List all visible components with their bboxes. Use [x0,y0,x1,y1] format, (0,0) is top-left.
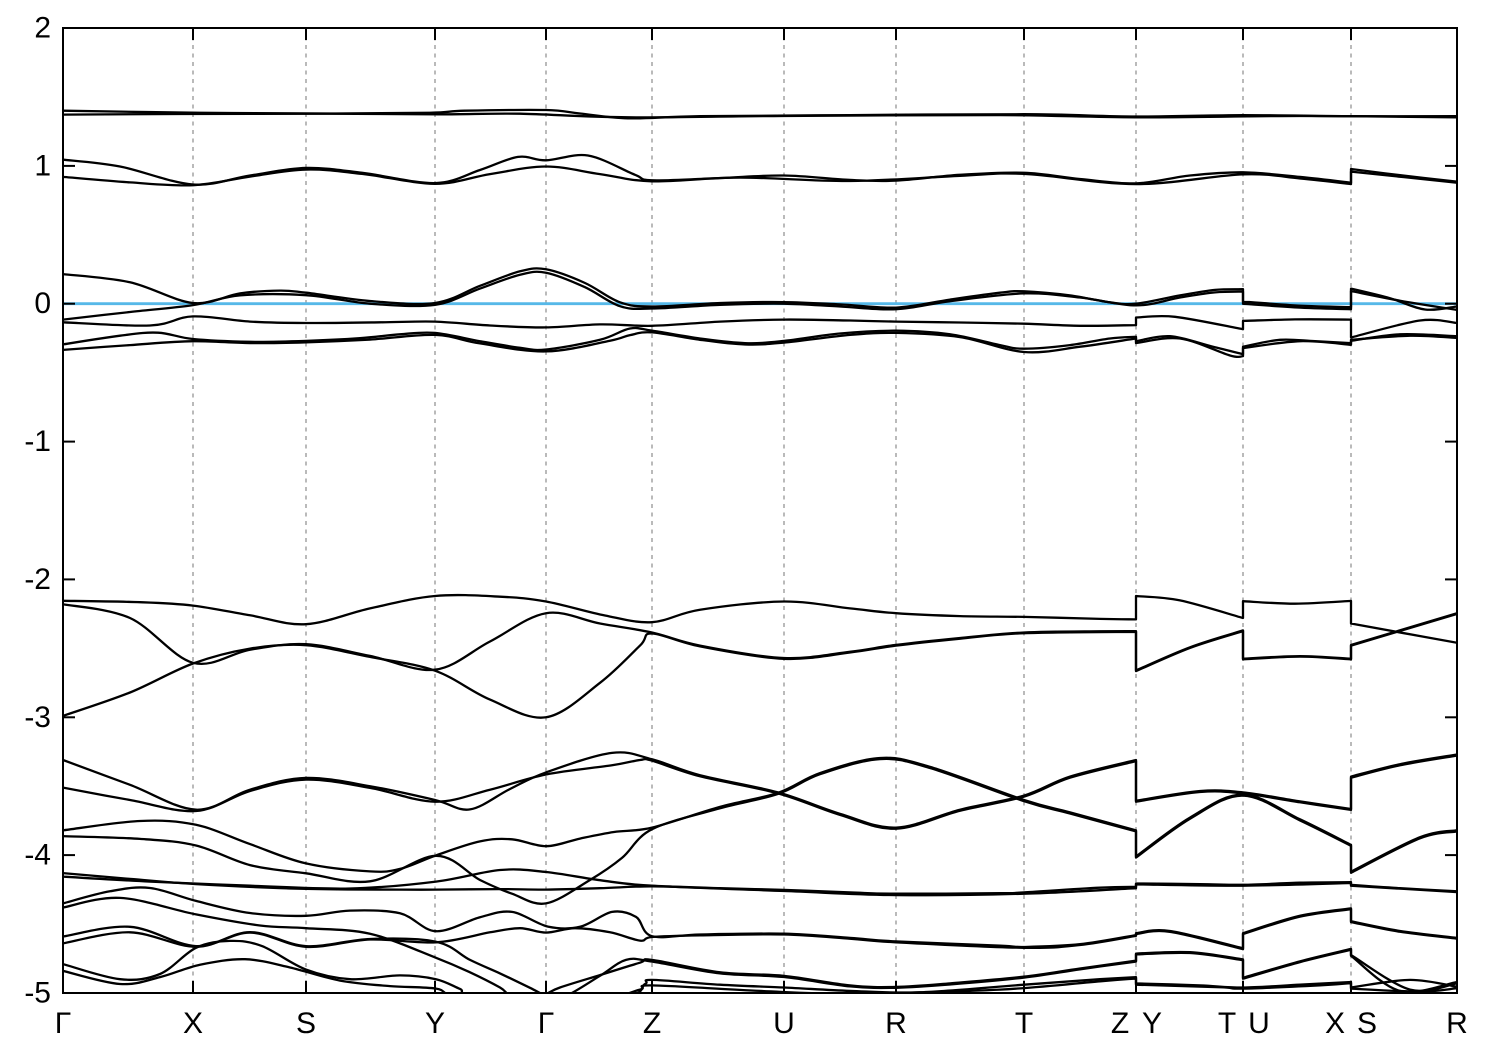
x-tick-label: R [885,1007,907,1040]
plot-border [62,27,1458,994]
band-line [63,267,1457,311]
x-tick-label: T [1218,1007,1236,1040]
x-tick-label: T [1015,1007,1033,1040]
x-tick-label: S [1357,1007,1377,1040]
x-tick-label: S [296,1007,316,1040]
band-line [63,593,1457,644]
band-line [63,165,1457,187]
x-tick-label: Z [1111,1007,1129,1040]
band-line [63,331,1457,359]
band-line [63,754,1457,830]
x-tick-label: Y [1142,1007,1162,1040]
band-line [63,908,1457,951]
band-line [63,757,1457,905]
y-tick-label: -3 [24,701,51,734]
y-tick-label: 0 [34,287,51,320]
band-group [63,108,1457,993]
y-tick-label: -4 [24,839,51,872]
x-tick-label: X [183,1007,203,1040]
x-tick-label: X [1325,1007,1345,1040]
x-tick-label: U [773,1007,795,1040]
axis-label-group: 210-1-2-3-4-5Γ X S Y Γ Z U R T Z Y T U X S R [24,12,1468,1041]
y-tick-label: -2 [24,563,51,596]
x-tick-label: U [1248,1007,1270,1040]
x-tick-label: Γ [538,1007,555,1040]
y-tick-label: -5 [24,977,51,1010]
x-tick-label: R [1446,1007,1468,1040]
y-tick-label: 1 [34,149,51,182]
band-line [63,612,1457,719]
y-tick-label: -1 [24,425,51,458]
y-tick-label: 2 [34,12,51,45]
x-tick-label: Y [425,1007,445,1040]
band-line [63,868,1457,897]
band-line [63,326,1457,356]
band-line [63,112,1457,119]
x-tick-label: Γ [55,1007,72,1040]
x-tick-label: Z [643,1007,661,1040]
band-line [63,314,1457,339]
band-line [63,270,1457,321]
